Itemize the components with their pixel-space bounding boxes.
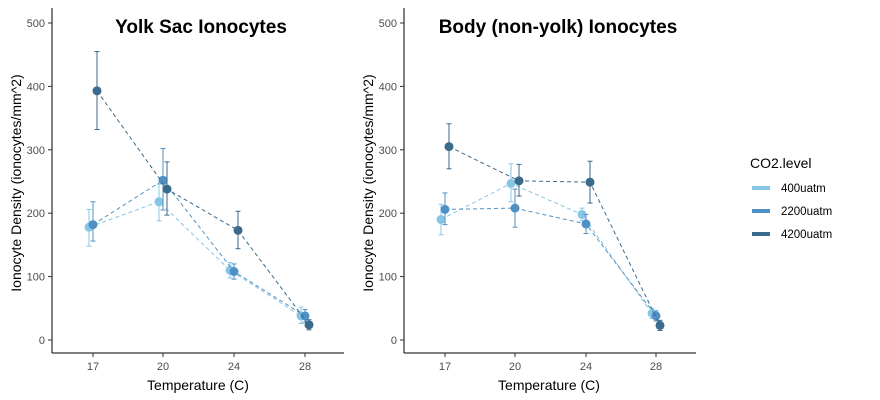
data-point bbox=[651, 311, 661, 321]
y-tick-label: 300 bbox=[27, 145, 45, 157]
data-point bbox=[506, 178, 516, 188]
y-tick-label: 100 bbox=[379, 272, 397, 284]
axes: 0 100 200 300 400 500 17 20 24 28 bbox=[379, 8, 696, 373]
data-point bbox=[304, 320, 314, 330]
legend-title: CO2.level bbox=[750, 155, 811, 171]
x-tick-label: 20 bbox=[157, 361, 169, 373]
legend-item: 4200uatm bbox=[752, 229, 832, 241]
series-line bbox=[96, 90, 310, 326]
series-4200uatm bbox=[444, 123, 665, 331]
y-tick-label: 0 bbox=[391, 335, 397, 347]
data-point bbox=[577, 209, 587, 219]
legend-label: 2200uatm bbox=[781, 206, 832, 218]
legend: CO2.level 400uatm 2200uatm 4200uatm bbox=[750, 155, 832, 241]
series-2200uatm bbox=[88, 148, 310, 323]
data-point bbox=[88, 220, 98, 230]
data-point bbox=[440, 204, 450, 214]
y-tick-label: 200 bbox=[379, 208, 397, 220]
y-axis-title: Ionocyte Density (ionocytes/mm^2) bbox=[8, 74, 24, 291]
plot-area bbox=[84, 51, 314, 331]
legend-label: 4200uatm bbox=[781, 229, 832, 241]
x-tick-label: 28 bbox=[299, 361, 311, 373]
chart-title: Yolk Sac Ionocytes bbox=[115, 17, 287, 38]
data-point bbox=[233, 225, 243, 235]
data-point bbox=[510, 203, 520, 213]
series-line bbox=[440, 182, 653, 314]
data-point bbox=[154, 197, 164, 207]
data-point bbox=[444, 142, 454, 152]
series-400uatm bbox=[84, 183, 306, 325]
data-point bbox=[300, 311, 310, 321]
chart-title: Body (non-yolk) Ionocytes bbox=[439, 17, 678, 38]
chart-panel-body: Body (non-yolk) Ionocytes Temperature (C… bbox=[360, 8, 696, 393]
data-point bbox=[585, 177, 595, 187]
x-tick-label: 20 bbox=[509, 361, 521, 373]
data-point bbox=[655, 320, 665, 330]
y-tick-label: 400 bbox=[27, 81, 45, 93]
x-axis-title: Temperature (C) bbox=[498, 377, 600, 393]
series-line bbox=[92, 179, 306, 317]
y-tick-label: 500 bbox=[379, 18, 397, 30]
x-tick-label: 28 bbox=[650, 361, 662, 373]
legend-item: 400uatm bbox=[752, 183, 826, 195]
series-line bbox=[444, 207, 657, 317]
data-point bbox=[581, 219, 591, 229]
chart-panel-yolk-sac: Yolk Sac Ionocytes Temperature (C) Ionoc… bbox=[8, 8, 344, 393]
y-tick-label: 0 bbox=[39, 335, 45, 347]
y-tick-label: 300 bbox=[379, 145, 397, 157]
x-tick-label: 24 bbox=[580, 361, 592, 373]
y-tick-label: 500 bbox=[27, 18, 45, 30]
series-400uatm bbox=[436, 163, 657, 319]
x-tick-label: 24 bbox=[228, 361, 240, 373]
series-line bbox=[448, 146, 661, 326]
axes: 0 100 200 300 400 500 17 20 24 28 bbox=[27, 8, 344, 373]
legend-items: 400uatm 2200uatm 4200uatm bbox=[752, 183, 832, 241]
data-point bbox=[436, 215, 446, 225]
y-axis-title: Ionocyte Density (ionocytes/mm^2) bbox=[360, 74, 376, 291]
y-tick-label: 400 bbox=[379, 81, 397, 93]
x-axis-title: Temperature (C) bbox=[147, 377, 249, 393]
data-point bbox=[514, 176, 524, 186]
legend-label: 400uatm bbox=[781, 183, 826, 195]
series-line bbox=[88, 201, 302, 317]
data-point bbox=[229, 267, 239, 277]
series-2200uatm bbox=[440, 188, 661, 322]
data-point bbox=[92, 86, 102, 96]
y-tick-label: 100 bbox=[27, 272, 45, 284]
plot-area bbox=[436, 123, 665, 331]
x-tick-label: 17 bbox=[439, 361, 451, 373]
legend-item: 2200uatm bbox=[752, 206, 832, 218]
data-point bbox=[162, 184, 172, 194]
x-tick-label: 17 bbox=[87, 361, 99, 373]
series-4200uatm bbox=[92, 51, 314, 331]
y-tick-label: 200 bbox=[27, 208, 45, 220]
data-point bbox=[158, 175, 168, 185]
